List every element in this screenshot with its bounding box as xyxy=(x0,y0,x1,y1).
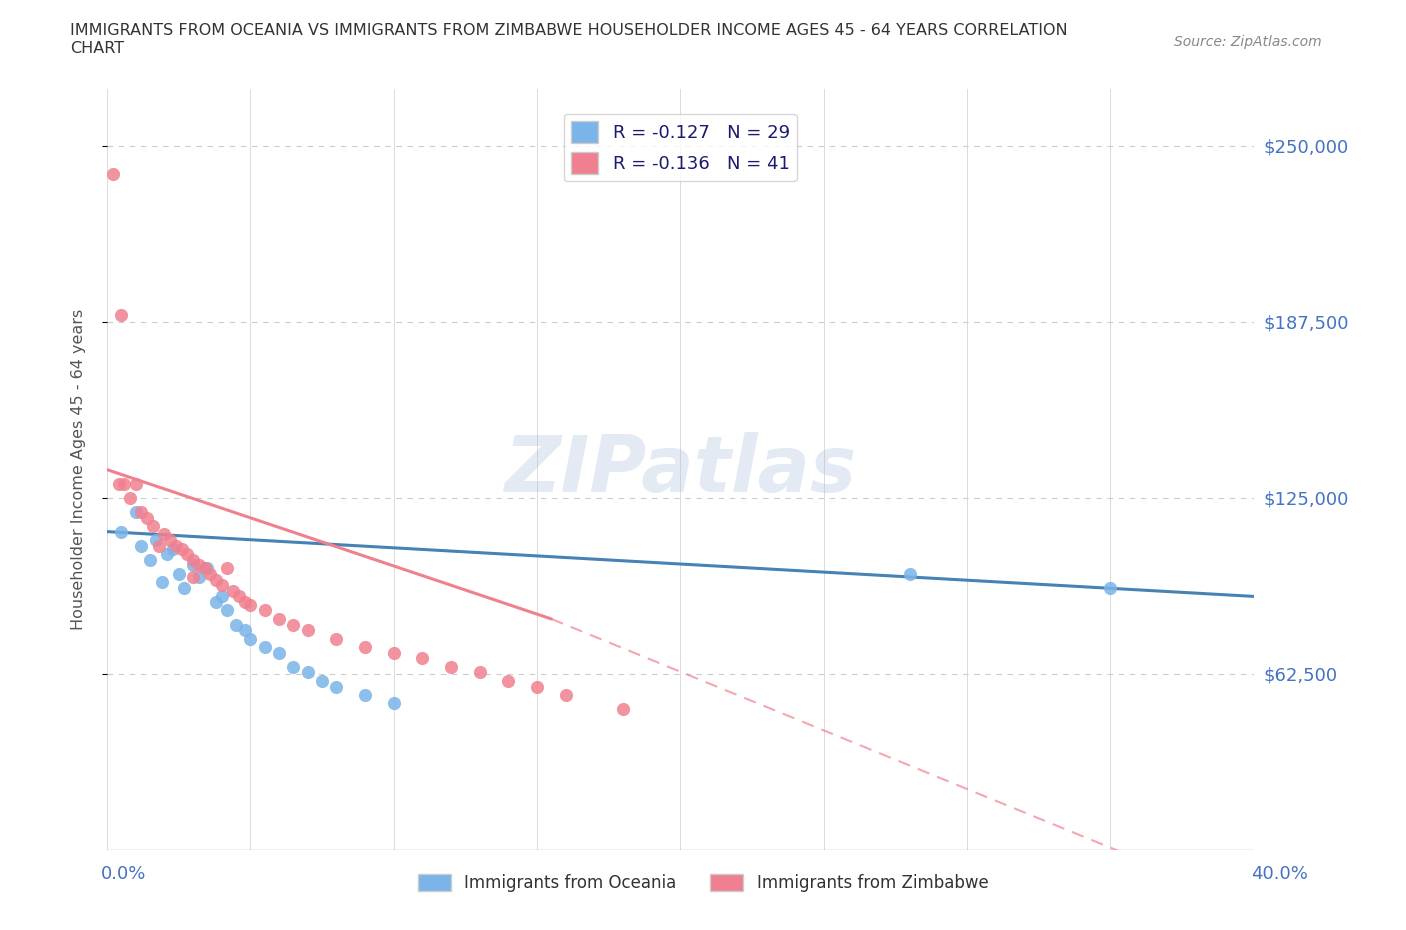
Point xyxy=(173,580,195,595)
Point xyxy=(233,623,256,638)
Point xyxy=(131,504,153,519)
Legend: R = -0.127   N = 29, R = -0.136   N = 41: R = -0.127 N = 29, R = -0.136 N = 41 xyxy=(564,113,797,181)
Point xyxy=(225,618,247,632)
Point xyxy=(498,673,520,688)
Point xyxy=(176,547,198,562)
Point xyxy=(107,476,129,491)
Point xyxy=(440,659,463,674)
Text: IMMIGRANTS FROM OCEANIA VS IMMIGRANTS FROM ZIMBABWE HOUSEHOLDER INCOME AGES 45 -: IMMIGRANTS FROM OCEANIA VS IMMIGRANTS FR… xyxy=(70,23,1069,56)
Point xyxy=(1099,580,1122,595)
Point xyxy=(153,527,176,542)
Point xyxy=(526,679,548,694)
Point xyxy=(205,594,228,609)
Point xyxy=(382,645,405,660)
Point xyxy=(297,665,319,680)
Point xyxy=(222,583,245,598)
Point xyxy=(165,538,187,553)
Point xyxy=(193,561,215,576)
Point xyxy=(211,589,233,604)
Text: Source: ZipAtlas.com: Source: ZipAtlas.com xyxy=(1174,35,1322,49)
Point xyxy=(228,589,250,604)
Point xyxy=(217,561,239,576)
Legend: Immigrants from Oceania, Immigrants from Zimbabwe: Immigrants from Oceania, Immigrants from… xyxy=(411,867,995,898)
Point xyxy=(110,307,132,322)
Point xyxy=(411,651,433,666)
Point xyxy=(167,566,190,581)
Point xyxy=(159,533,181,548)
Y-axis label: Householder Income Ages 45 - 64 years: Householder Income Ages 45 - 64 years xyxy=(72,309,86,631)
Point xyxy=(125,476,148,491)
Point xyxy=(101,166,124,181)
Point xyxy=(110,525,132,539)
Point xyxy=(200,566,222,581)
Point xyxy=(325,631,347,646)
Point xyxy=(239,631,262,646)
Point xyxy=(311,673,333,688)
Point xyxy=(239,597,262,612)
Point xyxy=(217,603,239,618)
Point xyxy=(197,561,219,576)
Point xyxy=(382,696,405,711)
Text: 40.0%: 40.0% xyxy=(1251,865,1308,883)
Text: 0.0%: 0.0% xyxy=(101,865,146,883)
Point xyxy=(136,510,159,525)
Point xyxy=(283,659,305,674)
Point xyxy=(112,476,135,491)
Point xyxy=(354,640,377,655)
Point xyxy=(267,612,290,627)
Point xyxy=(170,541,193,556)
Point xyxy=(156,547,179,562)
Point xyxy=(233,594,256,609)
Point xyxy=(554,687,576,702)
Point xyxy=(253,603,276,618)
Point xyxy=(125,504,148,519)
Point xyxy=(142,519,165,534)
Point xyxy=(253,640,276,655)
Point xyxy=(181,552,204,567)
Point xyxy=(211,578,233,592)
Point xyxy=(205,572,228,587)
Point xyxy=(150,575,173,590)
Text: ZIPatlas: ZIPatlas xyxy=(505,432,856,508)
Point xyxy=(145,533,167,548)
Point xyxy=(118,490,141,505)
Point xyxy=(325,679,347,694)
Point xyxy=(181,569,204,584)
Point xyxy=(162,541,184,556)
Point xyxy=(283,618,305,632)
Point xyxy=(181,558,204,573)
Point xyxy=(267,645,290,660)
Point xyxy=(297,623,319,638)
Point xyxy=(612,701,634,716)
Point xyxy=(898,566,921,581)
Point xyxy=(131,538,153,553)
Point xyxy=(187,558,209,573)
Point xyxy=(139,552,162,567)
Point xyxy=(468,665,491,680)
Point xyxy=(148,538,170,553)
Point xyxy=(187,569,209,584)
Point xyxy=(354,687,377,702)
